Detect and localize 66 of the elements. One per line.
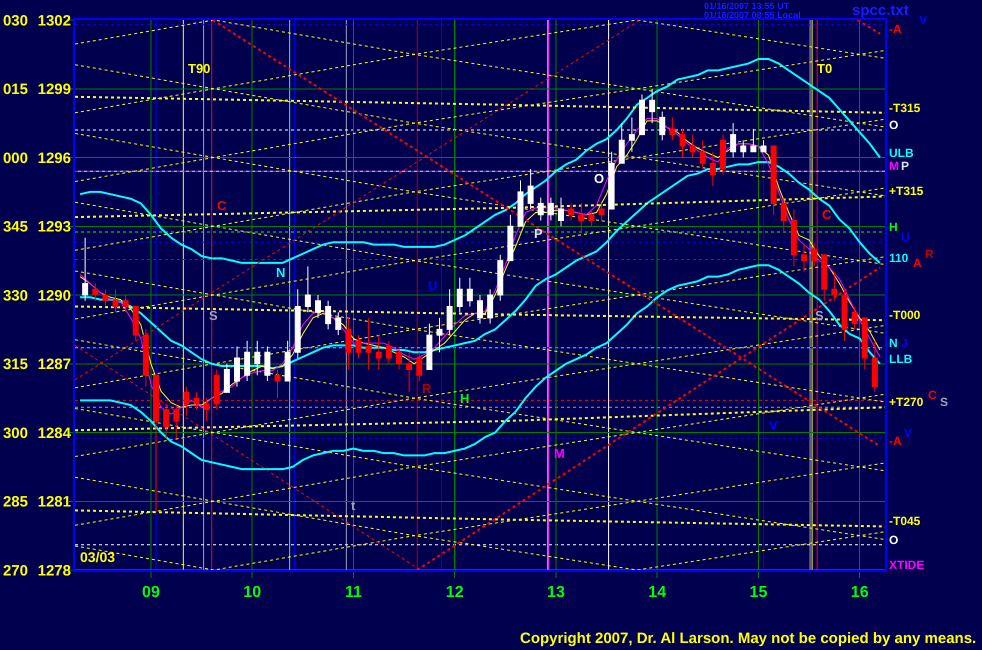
ref-line-label: J bbox=[901, 336, 908, 350]
y2-tick-label: 285 bbox=[2, 494, 28, 510]
y2-tick-label: 330 bbox=[2, 287, 28, 304]
text: Copyright 2007, Dr. Al Larson. May not be copied by any means. bbox=[520, 630, 976, 647]
ref-line-label: M bbox=[889, 159, 899, 173]
text: A bbox=[913, 256, 922, 270]
series-label: -T045 bbox=[889, 514, 921, 528]
y-tick-label: 1287 bbox=[38, 356, 71, 373]
x-tick-label: 10 bbox=[243, 584, 262, 602]
annotation: N bbox=[276, 265, 286, 280]
ref-line-label: R bbox=[925, 247, 934, 261]
y2-tick-label: 300 bbox=[2, 424, 28, 442]
annotation: C bbox=[217, 198, 227, 213]
y-tick-label: 1296 bbox=[38, 150, 71, 167]
text: spcc.txt bbox=[852, 2, 909, 19]
ref-line-label: N bbox=[889, 336, 898, 350]
y3-tick-label: 015 bbox=[2, 81, 28, 98]
ref-line-label: V bbox=[919, 13, 928, 27]
annotation: 01/16/2007 08:55 Local bbox=[704, 10, 801, 20]
ref-line-label: H bbox=[889, 220, 898, 234]
x-tick-label: 14 bbox=[648, 584, 666, 602]
y-tick-label: 1302 bbox=[38, 12, 71, 30]
ref-line-label: P bbox=[901, 159, 910, 173]
annotation: C bbox=[822, 207, 832, 222]
text: 01/16/2007 13:55 UT bbox=[704, 1, 790, 11]
annotation: R bbox=[422, 381, 432, 396]
series-label: ULB bbox=[889, 146, 914, 160]
series-label: -A bbox=[889, 434, 902, 448]
ref-line-label: S bbox=[940, 395, 948, 409]
x-tick-label: 15 bbox=[750, 584, 768, 602]
ref-line-label: U bbox=[901, 230, 910, 244]
annotation: U bbox=[428, 278, 438, 293]
y-tick-label: 1299 bbox=[38, 81, 71, 98]
x-tick-label: 09 bbox=[142, 584, 160, 602]
y-tick-label: 1290 bbox=[38, 287, 71, 304]
annotation: M bbox=[554, 446, 565, 461]
series-label: 110 bbox=[889, 251, 909, 265]
ref-line-label: V bbox=[904, 426, 912, 440]
y2-tick-label: 315 bbox=[2, 356, 28, 373]
ref-line-label: C bbox=[928, 388, 937, 402]
y3-tick-label: 000 bbox=[2, 150, 28, 167]
y-tick-label: 1278 bbox=[38, 562, 71, 580]
x-tick-label: 16 bbox=[850, 584, 869, 602]
series-label: -A bbox=[889, 22, 902, 36]
ref-line-label: O bbox=[889, 118, 898, 132]
y-tick-label: 1281 bbox=[38, 494, 71, 510]
ref-line-label: O bbox=[889, 533, 898, 547]
ref-line-label: XTIDE bbox=[889, 558, 924, 572]
y3-tick-label: 030 bbox=[2, 12, 28, 30]
annotation: V bbox=[769, 418, 778, 433]
series-label: +T315 bbox=[889, 184, 924, 198]
y2-tick-label: 345 bbox=[2, 218, 28, 236]
series-label: -T315 bbox=[889, 101, 921, 115]
annotation: H bbox=[460, 391, 470, 406]
y-tick-label: 1293 bbox=[38, 218, 71, 236]
annotation: P bbox=[534, 226, 543, 241]
annotation: 03/03 bbox=[80, 549, 116, 565]
y-tick-label: 1284 bbox=[38, 424, 72, 442]
annotation: O bbox=[594, 171, 604, 186]
x-tick-label: 11 bbox=[344, 584, 362, 602]
series-label: -T000 bbox=[889, 308, 921, 322]
series-label: +T270 bbox=[889, 395, 924, 409]
x-tick-label: 13 bbox=[547, 584, 565, 602]
series-label: LLB bbox=[889, 352, 913, 366]
y2-tick-label: 270 bbox=[2, 562, 28, 580]
x-tick-label: 12 bbox=[446, 584, 464, 602]
